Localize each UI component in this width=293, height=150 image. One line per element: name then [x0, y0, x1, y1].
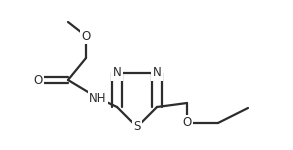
- Text: O: O: [81, 30, 91, 42]
- Text: N: N: [153, 66, 161, 80]
- Text: O: O: [33, 74, 42, 87]
- Text: S: S: [133, 120, 141, 134]
- Text: N: N: [113, 66, 121, 80]
- Text: O: O: [182, 117, 192, 129]
- Text: NH: NH: [89, 92, 107, 105]
